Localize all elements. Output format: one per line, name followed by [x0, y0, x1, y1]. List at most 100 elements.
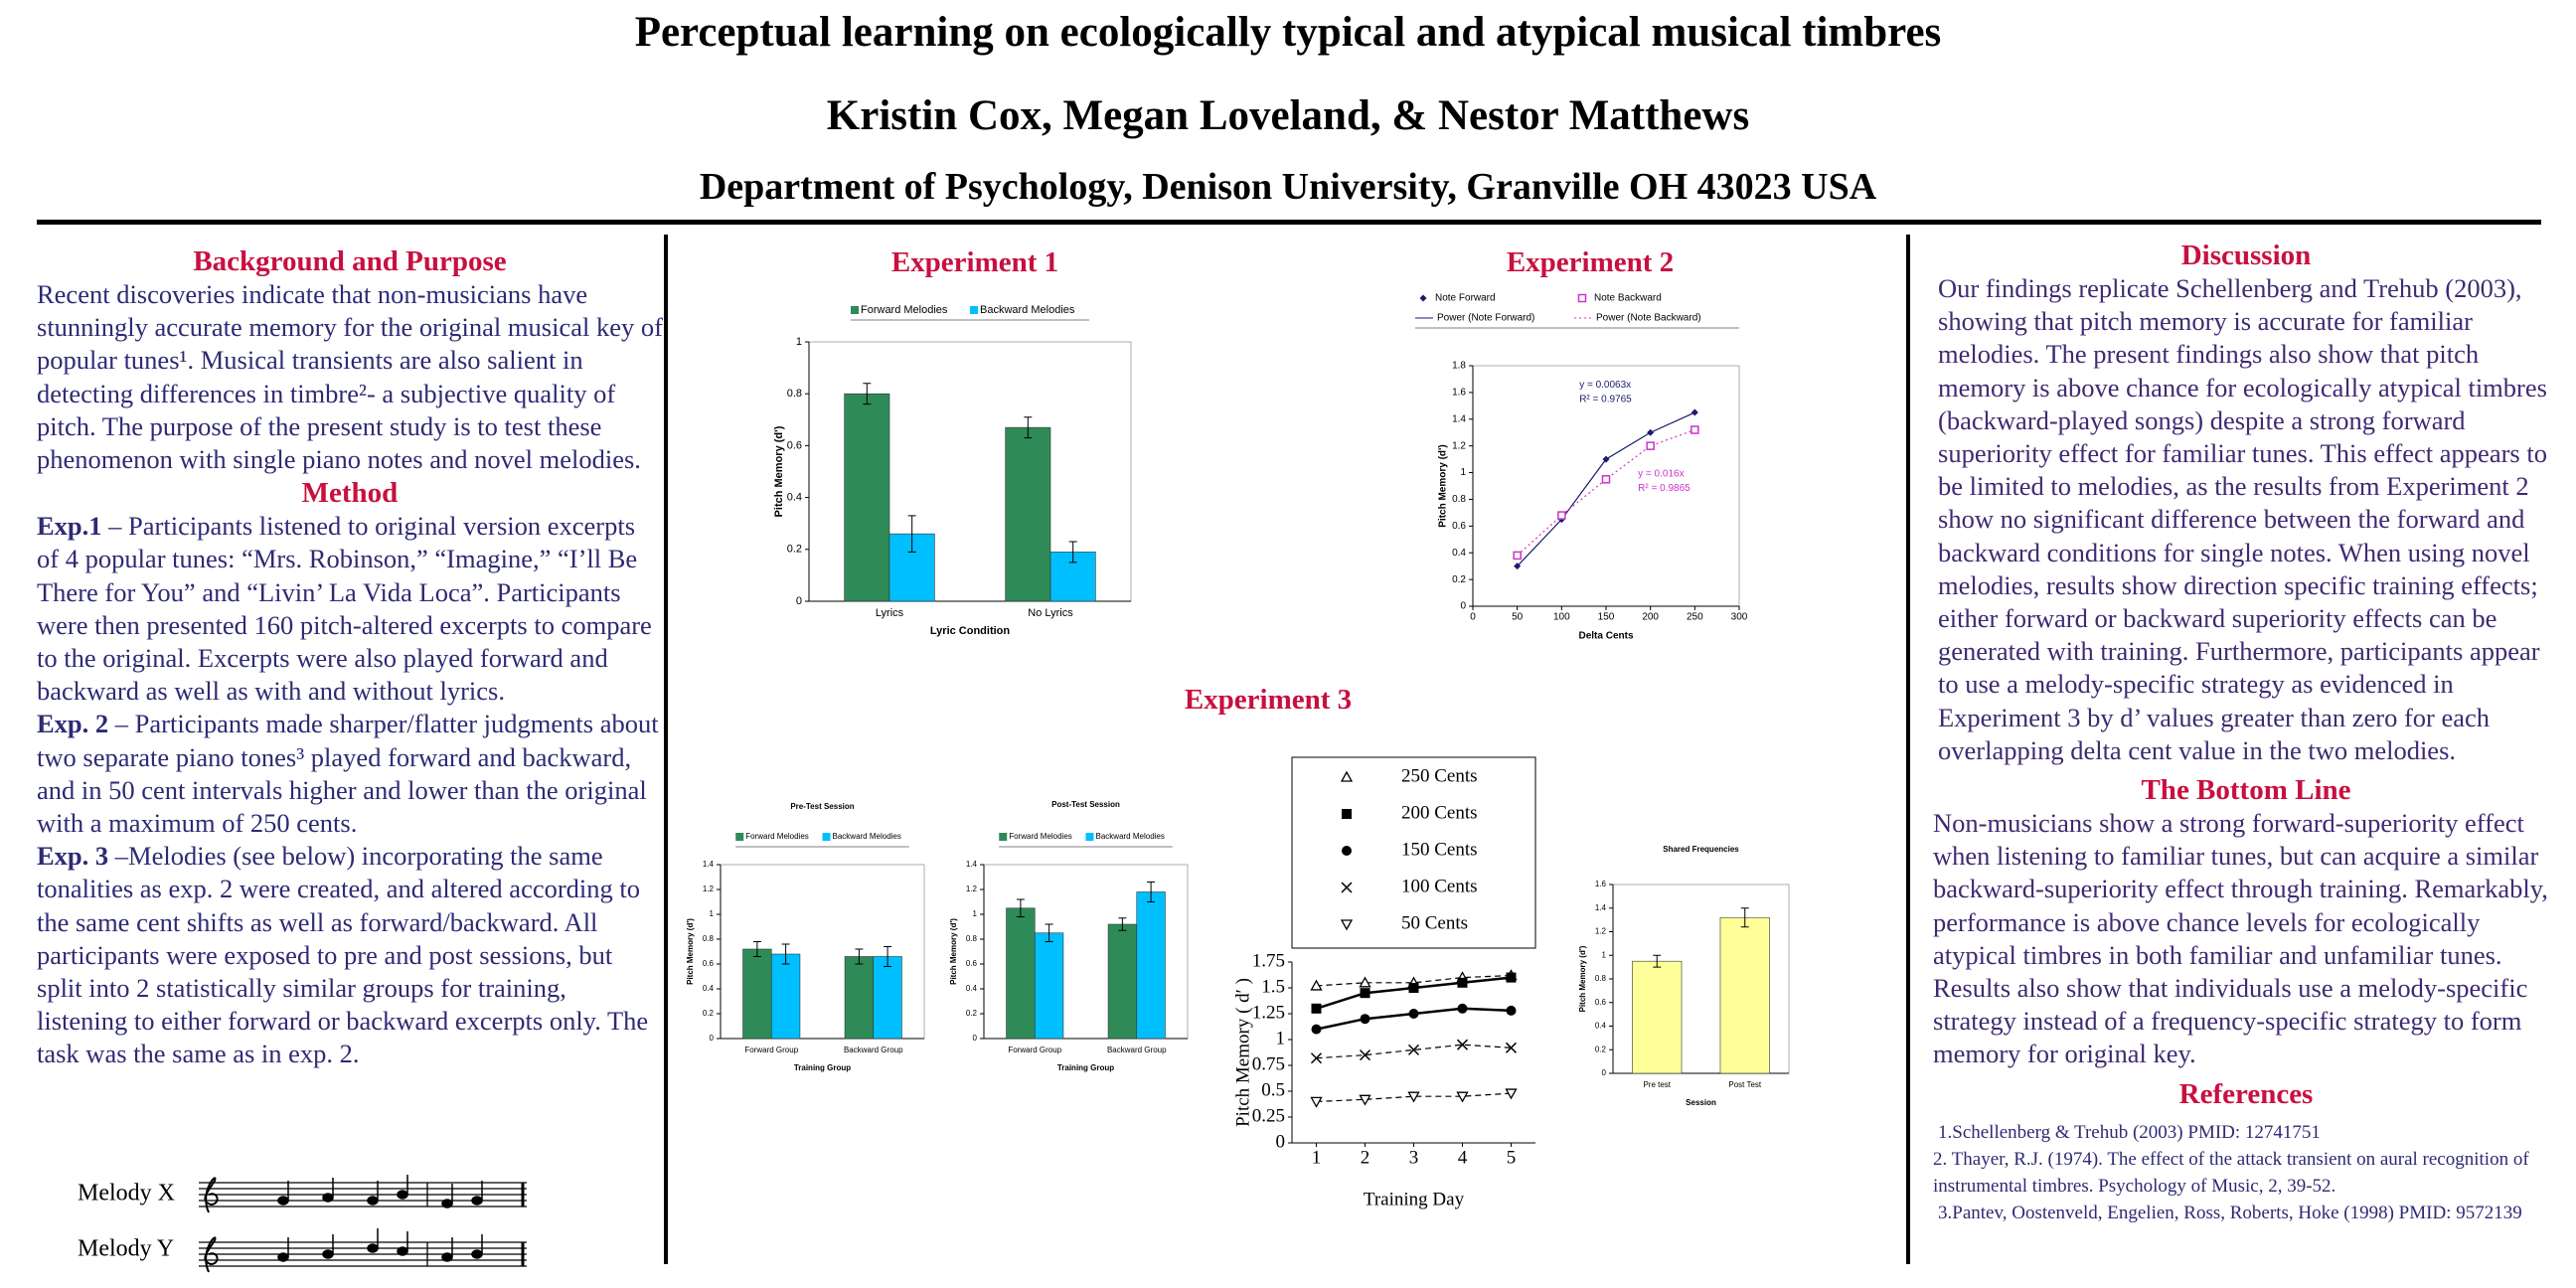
y-tick-label: 0.2	[703, 1009, 715, 1018]
legend-marker	[1342, 809, 1352, 819]
legend-box	[1291, 756, 1536, 949]
melodies: Melody X Melody Y	[78, 1175, 527, 1273]
y-tick-label: 1	[710, 909, 715, 918]
point	[1311, 1003, 1322, 1014]
error-bar	[781, 943, 790, 965]
legend-label: 50 Cents	[1401, 912, 1468, 933]
y-axis-label: Pitch Memory (d')	[773, 425, 785, 517]
y-tick-label: 0.2	[1595, 1045, 1607, 1053]
series-line	[1316, 1092, 1512, 1102]
point	[1505, 1042, 1518, 1053]
chart-title: Post-Test Session	[1051, 800, 1120, 809]
point	[1647, 428, 1655, 436]
legend-label: Power (Note Backward)	[1596, 313, 1701, 324]
x-tick-label: 200	[1642, 612, 1659, 623]
y-tick-label: 1	[1460, 467, 1466, 478]
annotation: y = 0.0063x	[1579, 380, 1631, 391]
point	[1690, 425, 1699, 434]
paragraph: Exp.1 – Participants listened to origina…	[37, 510, 663, 708]
bar	[1005, 426, 1051, 602]
point	[1601, 475, 1611, 484]
melody-label: Melody Y	[78, 1236, 174, 1262]
y-tick-label: 1.6	[1595, 880, 1607, 888]
y-axis-label: Pitch Memory (d')	[686, 918, 695, 985]
error-bar	[884, 946, 892, 967]
heading: The Bottom Line	[2141, 774, 2351, 807]
y-tick-label: 0	[1460, 601, 1466, 612]
annotation: R² = 0.9765	[1579, 395, 1632, 405]
bar	[844, 393, 890, 602]
x-tick-label: Backward Group	[1107, 1046, 1167, 1054]
legend-swatch	[970, 306, 978, 314]
y-tick-label: 1.2	[966, 885, 978, 893]
x-tick-label: 50	[1512, 612, 1524, 623]
point	[1408, 1009, 1419, 1019]
y-tick-label: 1.25	[1252, 1002, 1285, 1023]
legend-label: 100 Cents	[1401, 876, 1478, 896]
point	[1690, 408, 1698, 416]
point	[1407, 1044, 1420, 1055]
point	[1359, 1094, 1371, 1106]
paragraph: Recent discoveries indicate that non-mus…	[37, 279, 663, 475]
point	[1505, 1088, 1518, 1100]
chart: 0 0.2 0.4 0.6 0.8 1 1.2 1.4 1.6 1.8 Pitch Memory (…	[1415, 293, 1748, 642]
section-heading: Experiment 2	[1506, 246, 1675, 278]
legend-marker	[1577, 293, 1587, 303]
y-tick-label: 1.4	[1595, 903, 1607, 912]
y-tick-label: 0.8	[787, 388, 802, 400]
column-rule	[664, 235, 668, 1264]
text: – Participants listened to original vers…	[37, 511, 652, 707]
y-tick-label: 0	[1276, 1131, 1286, 1152]
point	[1408, 983, 1419, 993]
error-bar	[855, 948, 864, 965]
legend-marker	[1342, 846, 1352, 856]
legend-label: 200 Cents	[1401, 802, 1478, 823]
bar	[742, 948, 772, 1040]
legend-label: Backward Melodies	[980, 304, 1075, 316]
series-line	[1316, 974, 1512, 987]
y-tick-label: 0.6	[1595, 998, 1607, 1007]
legend-label: Note Forward	[1435, 293, 1496, 304]
x-tick-label: 3	[1409, 1147, 1419, 1168]
bar	[770, 953, 801, 1040]
error-bar	[752, 941, 761, 957]
y-tick-label: 0.8	[1595, 974, 1607, 983]
point	[1457, 1003, 1468, 1014]
bar	[1632, 960, 1683, 1074]
point	[1310, 979, 1323, 991]
x-tick-label: 300	[1731, 612, 1748, 623]
y-tick-label: 1.75	[1252, 950, 1285, 971]
legend-label: 150 Cents	[1401, 839, 1478, 860]
x-tick-label: Post Test	[1728, 1080, 1762, 1089]
text: –Melodies (see below) incorporating the …	[37, 841, 649, 1069]
legend-swatch	[1085, 833, 1094, 841]
label: Exp. 3	[37, 841, 109, 872]
paragraph: Exp. 3 –Melodies (see below) incorporati…	[37, 840, 663, 1070]
label: Exp.1	[37, 511, 102, 542]
y-tick-label: 0.2	[966, 1009, 978, 1018]
chart-title: Pre-Test Session	[790, 802, 854, 811]
bar	[873, 956, 902, 1040]
x-tick-label: Backward Group	[844, 1046, 903, 1054]
heading: Background and Purpose	[193, 245, 507, 277]
y-tick-label: 1	[1276, 1028, 1286, 1048]
series-line	[1316, 1044, 1512, 1059]
heading: Discussion	[2180, 240, 2312, 271]
bar	[1034, 932, 1064, 1040]
x-tick-label: 100	[1553, 612, 1570, 623]
y-tick-label: 0	[710, 1034, 715, 1043]
x-tick-label: Forward Group	[1008, 1046, 1061, 1054]
legend-marker	[1340, 919, 1354, 931]
y-tick-label: 1.2	[703, 885, 715, 893]
x-tick-label: Forward Group	[744, 1046, 798, 1054]
y-axis-label: Pitch Memory (d')	[1438, 444, 1449, 528]
point	[1360, 988, 1370, 999]
point	[1506, 972, 1517, 983]
y-tick-label: 0	[796, 595, 802, 607]
y-tick-label: 0.2	[1452, 574, 1466, 585]
annotation: y = 0.016x	[1638, 469, 1684, 480]
legend-marker	[1419, 294, 1427, 302]
y-tick-label: 1.4	[1452, 413, 1466, 424]
point	[1602, 455, 1610, 463]
